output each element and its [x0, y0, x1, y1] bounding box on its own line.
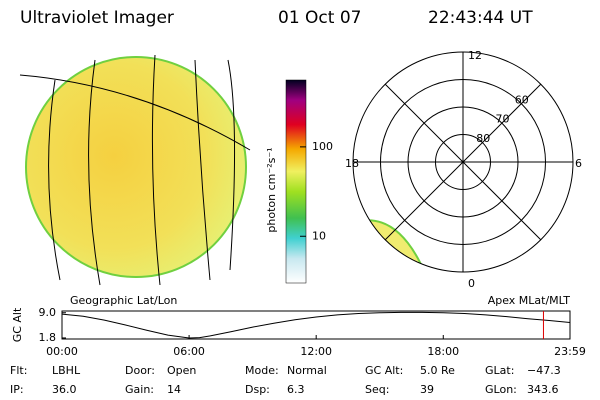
x-tick-label: 18:00: [427, 345, 459, 358]
mlt-label: 6: [575, 157, 582, 170]
mlt-label: 0: [468, 277, 475, 290]
left-title: Geographic Lat/Lon: [70, 294, 177, 307]
y-tick-label: 9.0: [39, 306, 57, 319]
colorbar-label: photon cm⁻²s⁻¹: [265, 147, 278, 232]
title: Ultraviolet Imager: [20, 8, 174, 28]
mlt-label: 18: [345, 157, 359, 170]
polar-plot: [352, 51, 574, 273]
field-label: Door:: [125, 364, 155, 377]
field-label: Seq:: [365, 383, 389, 396]
colorbar-tick-label: 100: [312, 140, 333, 153]
field-label: GLon:: [485, 383, 517, 396]
field-label: Flt:: [10, 364, 27, 377]
lat-label: 80: [476, 132, 490, 145]
colorbar-tick-label: 10: [312, 229, 326, 242]
colorbar: [285, 79, 307, 284]
field-label: GLat:: [485, 364, 514, 377]
field-value: 14: [167, 383, 181, 396]
field-value: Open: [167, 364, 196, 377]
field-value: Normal: [287, 364, 327, 377]
earth-image: [19, 54, 251, 286]
altitude-line: [61, 311, 571, 339]
lat-ring: [435, 134, 491, 190]
field-value: 343.6: [527, 383, 559, 396]
field-value: 5.0 Re: [420, 364, 455, 377]
x-tick-label: 23:59: [554, 345, 586, 358]
date: 01 Oct 07: [278, 8, 361, 28]
lat-label: 70: [496, 113, 510, 126]
field-label: Gain:: [125, 383, 154, 396]
x-tick-label: 06:00: [173, 345, 205, 358]
field-value: 36.0: [52, 383, 77, 396]
lat-ring: [407, 106, 519, 218]
field-value: LBHL: [52, 364, 81, 377]
field-value: −47.3: [527, 364, 561, 377]
x-tick-label: 00:00: [46, 345, 78, 358]
y-tick-label: 1.8: [39, 331, 57, 344]
time: 22:43:44 UT: [428, 8, 533, 28]
field-label: IP:: [10, 383, 24, 396]
lat-ring: [380, 79, 546, 245]
x-tick-label: 12:00: [300, 345, 332, 358]
mlt-label: 12: [468, 49, 482, 62]
field-label: Dsp:: [245, 383, 270, 396]
field-value: 6.3: [287, 383, 305, 396]
field-label: Mode:: [245, 364, 279, 377]
field-label: GC Alt:: [365, 364, 403, 377]
y-label: GC Alt: [11, 307, 24, 342]
field-value: 39: [420, 383, 434, 396]
right-title: Apex MLat/MLT: [488, 294, 571, 307]
lat-label: 60: [515, 93, 529, 106]
